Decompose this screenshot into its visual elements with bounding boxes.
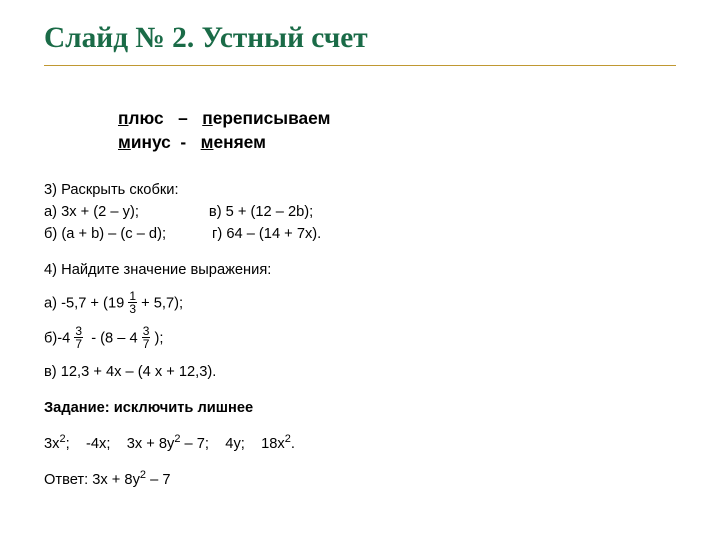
task-head: Задание: исключить лишнее [44, 397, 676, 419]
q4-c: в) 12,3 + 4х – (4 х + 12,3). [44, 361, 676, 383]
q3-b-right: г) 64 – (14 + 7х). [212, 226, 321, 242]
q4-b-frac1-d: 7 [74, 338, 83, 350]
rule-minus-t1: инус - [131, 132, 201, 152]
q3-head: 3) Раскрыть скобки: [44, 179, 676, 201]
rule-minus-u2: м [201, 132, 214, 152]
task-expr-m2: – 7; 4у; 18х [180, 436, 284, 452]
rule-plus-u1: п [118, 108, 128, 128]
slide-title: Слайд № 2. Устный счет [44, 22, 676, 66]
q4-b: б)-4 37 - (8 – 4 37 ); [44, 326, 676, 351]
q4-a: а) -5,7 + (19 13 + 5,7); [44, 291, 676, 316]
task-ans-pre: Ответ: 3х + 8у [44, 472, 140, 488]
rule-plus-t1: люс – [128, 108, 202, 128]
q4-a-frac: 13 [128, 290, 137, 315]
q4-b-frac2-d: 7 [142, 338, 151, 350]
spacer-1 [44, 245, 676, 259]
rule-minus-t2: еняем [213, 132, 265, 152]
mnemonic-rules: плюс – переписываем минус - меняем [118, 106, 676, 155]
q3-row-b: б) (a + b) – (c – d); г) 64 – (14 + 7х). [44, 223, 676, 245]
spacer-5 [44, 383, 676, 397]
spacer-4 [44, 351, 676, 361]
q4-head: 4) Найдите значение выражения: [44, 259, 676, 281]
q4-a-frac-n: 1 [128, 290, 137, 303]
q4-a-frac-d: 3 [128, 303, 137, 315]
q4-b-mid: - (8 – 4 [83, 330, 142, 346]
spacer-7 [44, 455, 676, 469]
task-expr-1: 3х [44, 436, 59, 452]
slide: Слайд № 2. Устный счет плюс – переписыва… [0, 0, 720, 540]
q3-row-a: а) 3х + (2 – у); в) 5 + (12 – 2b); [44, 201, 676, 223]
q4-b-post: ); [150, 330, 163, 346]
rule-minus: минус - меняем [118, 130, 676, 154]
q4-b-frac1-n: 3 [74, 325, 83, 338]
q4-b-frac2-n: 3 [142, 325, 151, 338]
q3-a-left: а) 3х + (2 – у); [44, 204, 139, 220]
q4-a-pre: а) -5,7 + (19 [44, 295, 128, 311]
task-expr-post: . [291, 436, 295, 452]
q4-b-pre: б)-4 [44, 330, 74, 346]
q4-a-post: + 5,7); [137, 295, 183, 311]
rule-plus: плюс – переписываем [118, 106, 676, 130]
q4-b-frac2: 37 [142, 325, 151, 350]
task-expr-m1: ; -4х; 3х + 8у [66, 436, 175, 452]
q4-b-frac1: 37 [74, 325, 83, 350]
spacer-6 [44, 419, 676, 433]
q3-b-left: б) (a + b) – (c – d); [44, 226, 166, 242]
rule-plus-t2: ереписываем [213, 108, 331, 128]
body: 3) Раскрыть скобки: а) 3х + (2 – у); в) 5… [44, 179, 676, 491]
task-answer: Ответ: 3х + 8у2 – 7 [44, 469, 676, 491]
task-expr: 3х2; -4х; 3х + 8у2 – 7; 4у; 18х2. [44, 433, 676, 455]
spacer-3 [44, 316, 676, 326]
rule-plus-u2: п [202, 108, 212, 128]
q3-a-right: в) 5 + (12 – 2b); [209, 204, 313, 220]
task-ans-post: – 7 [146, 472, 170, 488]
rule-minus-u1: м [118, 132, 131, 152]
spacer-2 [44, 281, 676, 291]
